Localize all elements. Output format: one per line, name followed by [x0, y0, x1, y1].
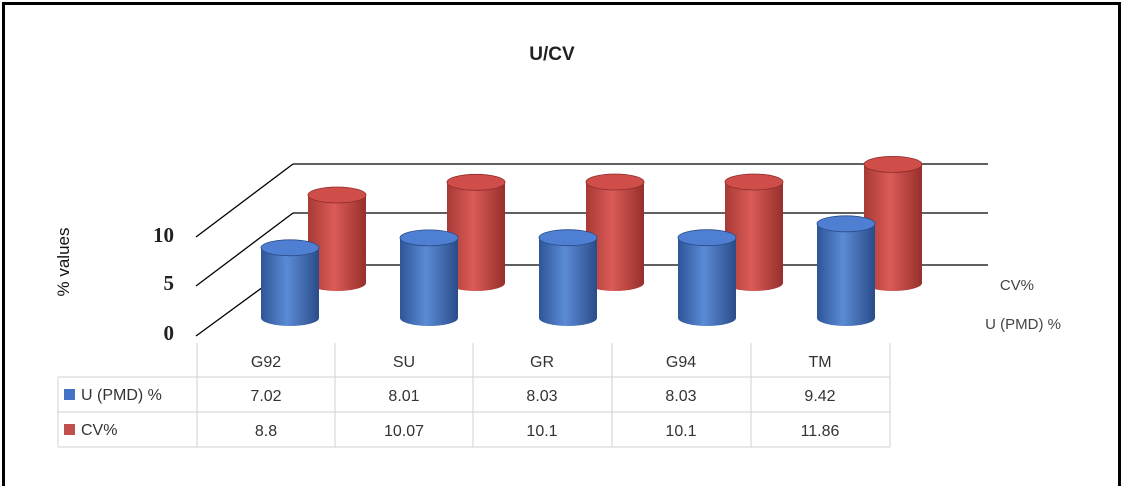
bar-u-body — [539, 237, 597, 326]
series-u-bars — [260, 215, 876, 326]
bar-cv-top — [307, 186, 367, 204]
bar-cv-top — [585, 173, 645, 191]
legend-label-cv: CV% — [81, 422, 117, 439]
bar-u — [399, 229, 459, 326]
legend-swatch-u — [64, 389, 75, 400]
bar-cv — [585, 173, 645, 291]
data-label-cv: 11.86 — [801, 423, 840, 440]
bar-u-body — [678, 237, 736, 326]
bar-u — [816, 215, 876, 326]
gridline-side-mid — [195, 212, 294, 287]
bar-u-body — [817, 223, 875, 326]
y-tick-label-0: 0 — [164, 321, 175, 345]
y-tick-label-2: 10 — [153, 223, 174, 247]
bar-cv — [307, 186, 367, 291]
depth-label-u: U (PMD) % — [985, 316, 1061, 333]
gridline-side-top — [195, 163, 294, 238]
bar-cv-body — [864, 164, 922, 291]
bar-cv-top — [724, 173, 784, 191]
legend-swatch-cv — [64, 424, 75, 435]
category-label: G92 — [251, 354, 281, 371]
series-cv-bars — [307, 155, 923, 291]
bar-u-top — [538, 229, 598, 247]
data-table: G92 SU GR G94 TM U (PMD) % CV% 7.02 8.01… — [57, 343, 891, 448]
y-axis-label: % values — [54, 228, 73, 297]
bar-u-body — [400, 237, 458, 326]
bar-cv — [446, 173, 506, 291]
data-label-u: 8.01 — [388, 388, 419, 405]
bar-u — [677, 229, 737, 326]
bar-u-top — [260, 239, 320, 257]
category-label: SU — [393, 354, 415, 371]
category-label: G94 — [666, 354, 696, 371]
y-tick-label-1: 5 — [164, 271, 175, 295]
bar-u — [260, 239, 320, 326]
bar-u — [538, 229, 598, 326]
chart-title: U/CV — [529, 44, 575, 65]
bar-cv-top — [446, 173, 506, 191]
legend-label-u: U (PMD) % — [81, 387, 162, 404]
data-label-u: 8.03 — [665, 388, 696, 405]
data-label-u: 8.03 — [526, 388, 557, 405]
data-label-cv: 8.8 — [255, 423, 277, 440]
bar-cv — [724, 173, 784, 291]
data-label-u: 7.02 — [250, 388, 281, 405]
bar-cv — [863, 155, 923, 291]
bar-cv-body — [308, 195, 366, 291]
bar-cv-body — [725, 182, 783, 291]
bar-cv-body — [586, 182, 644, 291]
bar-u-body — [261, 247, 319, 326]
category-label: TM — [808, 354, 831, 371]
data-label-cv: 10.1 — [665, 423, 696, 440]
data-label-u: 9.42 — [804, 388, 835, 405]
bar-u-top — [399, 229, 459, 247]
depth-label-cv: CV% — [1000, 277, 1034, 294]
bar-cv-top — [863, 155, 923, 173]
bar-u-top — [677, 229, 737, 247]
category-label: GR — [530, 354, 554, 371]
data-label-cv: 10.07 — [384, 423, 424, 440]
data-label-cv: 10.1 — [526, 423, 557, 440]
bar-u-top — [816, 215, 876, 233]
bar-cv-body — [447, 182, 505, 291]
